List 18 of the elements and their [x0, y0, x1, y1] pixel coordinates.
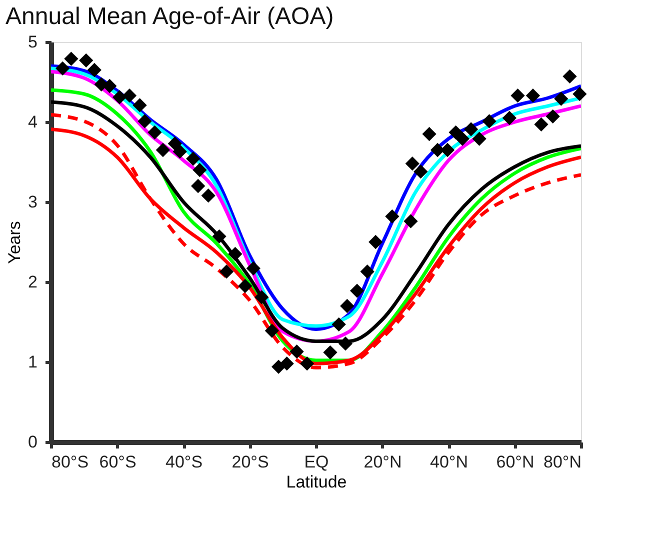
x-tick-label: 40°N [430, 452, 468, 472]
x-tick-label: 60°N [496, 452, 534, 472]
x-tick-label: 40°S [165, 452, 203, 472]
x-tick-label: 80°N [544, 452, 582, 472]
x-tick-label: 60°S [99, 452, 136, 472]
x-tick-label: 20°S [232, 452, 269, 472]
x-tick-label: 80°S [52, 452, 89, 472]
y-tick-label: 2 [28, 272, 38, 292]
y-tick-label: 5 [28, 32, 38, 52]
x-tick-label: 20°N [364, 452, 402, 472]
y-tick-label: 0 [28, 432, 38, 452]
x-tick-label: EQ [304, 452, 329, 472]
y-tick-label: 3 [28, 192, 38, 212]
x-axis-title: Latitude [286, 472, 347, 492]
y-tick-label: 4 [28, 112, 38, 132]
y-tick-label: 1 [28, 352, 38, 372]
y-axis-title: Years [5, 221, 24, 264]
chart-title: Annual Mean Age-of-Air (AOA) [6, 3, 334, 30]
